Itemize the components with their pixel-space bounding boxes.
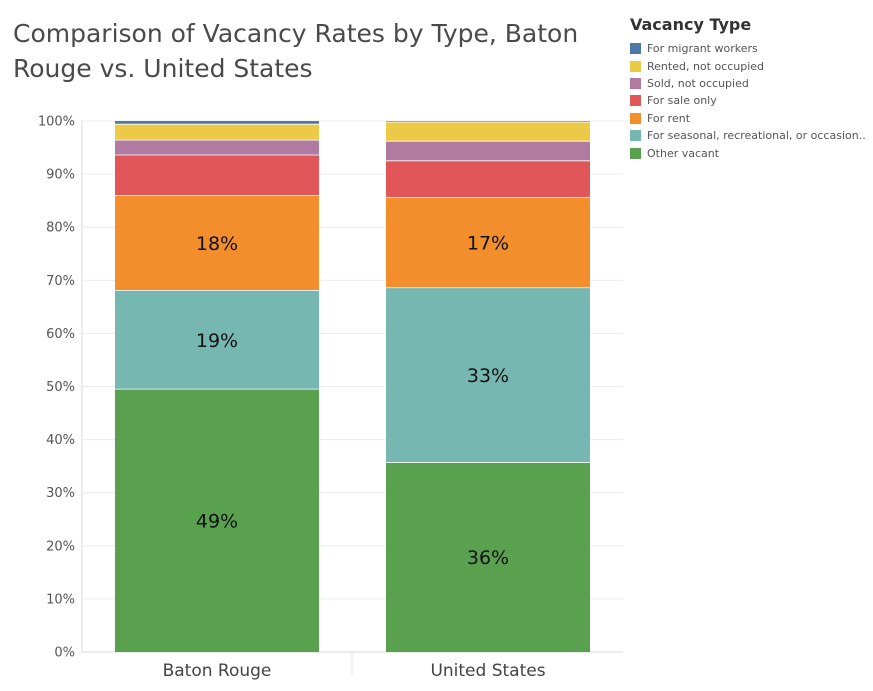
bar-segment <box>115 124 319 141</box>
legend-label: For seasonal, recreational, or occasion.… <box>647 129 866 143</box>
y-tick-label: 20% <box>46 539 75 554</box>
legend-item: For rent <box>630 110 870 127</box>
legend: Vacancy Type For migrant workers Rented, … <box>630 14 870 162</box>
bar-segment <box>115 290 319 390</box>
bar-segment <box>386 122 590 142</box>
y-tick-label: 70% <box>46 274 75 289</box>
chart-title: Comparison of Vacancy Rates by Type, Bat… <box>13 19 579 83</box>
data-label: 17% <box>467 233 509 255</box>
y-tick-label: 10% <box>46 592 75 607</box>
legend-swatch <box>630 43 641 55</box>
legend-items: For migrant workers Rented, not occupied S… <box>630 40 870 162</box>
y-tick-label: 30% <box>46 486 75 501</box>
bar-segment <box>386 287 590 463</box>
legend-swatch <box>630 60 641 72</box>
bar-segment <box>115 140 319 155</box>
y-tick-label: 90% <box>46 168 75 183</box>
legend-item: For seasonal, recreational, or occasion.… <box>630 127 870 144</box>
legend-item: For sale only <box>630 92 870 109</box>
bar-segment <box>386 197 590 288</box>
legend-label: Other vacant <box>647 146 720 160</box>
y-tick-label: 0% <box>54 646 75 661</box>
x-tick-label: Baton Rouge <box>163 661 272 681</box>
bar-segment <box>115 154 319 196</box>
bar-segment <box>115 121 319 125</box>
legend-swatch <box>630 147 641 159</box>
bar-segment <box>386 121 590 123</box>
legend-title: Vacancy Type <box>630 15 752 34</box>
data-label: 19% <box>196 330 238 352</box>
data-label: 18% <box>196 233 238 255</box>
y-tick-label: 40% <box>46 433 75 448</box>
data-label: 33% <box>467 365 509 387</box>
bar-segment <box>115 195 319 291</box>
bar-segment <box>386 462 590 652</box>
data-label: 49% <box>196 511 238 533</box>
y-tick-label: 100% <box>38 115 75 130</box>
legend-item: Sold, not occupied <box>630 75 870 92</box>
legend-label: For rent <box>647 111 691 125</box>
legend-swatch <box>630 130 641 142</box>
legend-swatch <box>630 77 641 89</box>
legend-label: Sold, not occupied <box>647 76 749 90</box>
y-tick-label: 60% <box>46 327 75 342</box>
legend-label: For migrant workers <box>647 42 758 56</box>
legend-swatch <box>630 112 641 124</box>
data-label: 36% <box>467 547 509 569</box>
x-tick-label: United States <box>430 661 545 681</box>
legend-swatch <box>630 95 641 107</box>
legend-item: Rented, not occupied <box>630 57 870 74</box>
bar-segment <box>115 389 319 652</box>
legend-item: Other vacant <box>630 144 870 161</box>
legend-label: For sale only <box>647 94 717 108</box>
legend-label: Rented, not occupied <box>647 59 765 73</box>
bar-segment <box>386 160 590 198</box>
y-tick-label: 50% <box>46 380 75 395</box>
y-tick-label: 80% <box>46 221 75 236</box>
bar-segment <box>386 141 590 161</box>
legend-item: For migrant workers <box>630 40 870 57</box>
